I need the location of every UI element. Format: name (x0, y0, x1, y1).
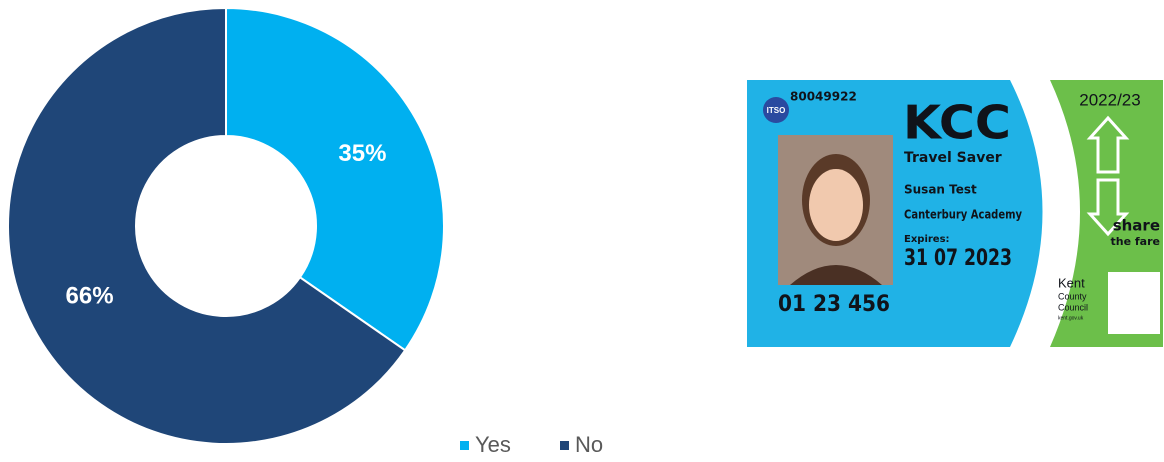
legend-label: No (575, 432, 603, 457)
card-school: Canterbury Academy (904, 208, 1022, 222)
council-3: Council (1058, 302, 1088, 312)
card-year: 2022/23 (1079, 90, 1140, 109)
card-expires-label: Expires: (904, 234, 950, 245)
chart: 35% 66% Yes No ITSO 80049922 KCC Travel Sa… (0, 0, 1164, 462)
card-brand: KCC (903, 96, 1011, 150)
council-1: Kent (1058, 275, 1085, 290)
card-share: share (1113, 217, 1160, 235)
page: {"chart_data": {"type": "pie", "categori… (0, 0, 1164, 462)
card-id: 01 23 456 (778, 292, 890, 317)
photo-face (809, 169, 863, 241)
legend: Yes No (460, 432, 603, 457)
value-label: 35% (338, 140, 386, 167)
slice (226, 8, 444, 350)
card-name: Susan Test (904, 183, 977, 197)
council-logo-box (1108, 272, 1160, 334)
council-2: County (1058, 291, 1087, 301)
itso-text: ITSO (767, 106, 786, 115)
legend-swatch (560, 441, 569, 450)
legend-label: Yes (475, 432, 511, 457)
travel-card: ITSO 80049922 KCC Travel Saver Susan Tes… (747, 80, 1163, 347)
card-the-fare: the fare (1111, 235, 1160, 248)
value-label: 66% (66, 283, 114, 310)
card-number: 80049922 (790, 90, 857, 104)
donut-chart: 35% 66% (8, 8, 444, 444)
card-product: Travel Saver (904, 150, 1002, 166)
legend-swatch (460, 441, 469, 450)
council-url: kent.gov.uk (1058, 315, 1084, 321)
card-expires: 31 07 2023 (904, 246, 1012, 271)
